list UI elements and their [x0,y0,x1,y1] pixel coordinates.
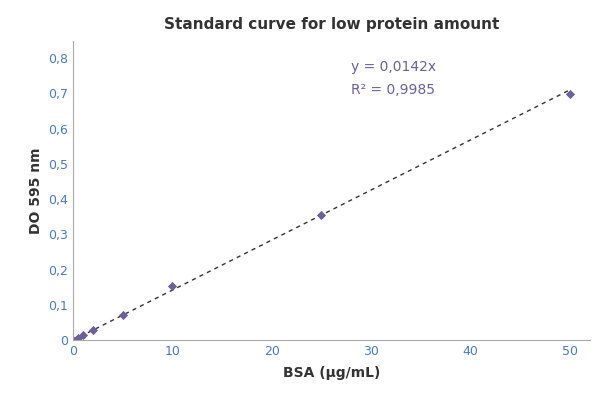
X-axis label: BSA (μg/mL): BSA (μg/mL) [283,367,380,380]
Point [565,91,575,98]
Text: y = 0,0142x: y = 0,0142x [351,60,437,74]
Point [78,332,88,339]
Text: R² = 0,9985: R² = 0,9985 [351,83,435,97]
Point [73,335,83,341]
Point [118,312,128,318]
Point [317,212,326,218]
Point [68,337,78,343]
Y-axis label: DO 595 nm: DO 595 nm [29,147,43,234]
Point [88,327,98,334]
Point [167,282,177,289]
Title: Standard curve for low protein amount: Standard curve for low protein amount [164,17,499,32]
